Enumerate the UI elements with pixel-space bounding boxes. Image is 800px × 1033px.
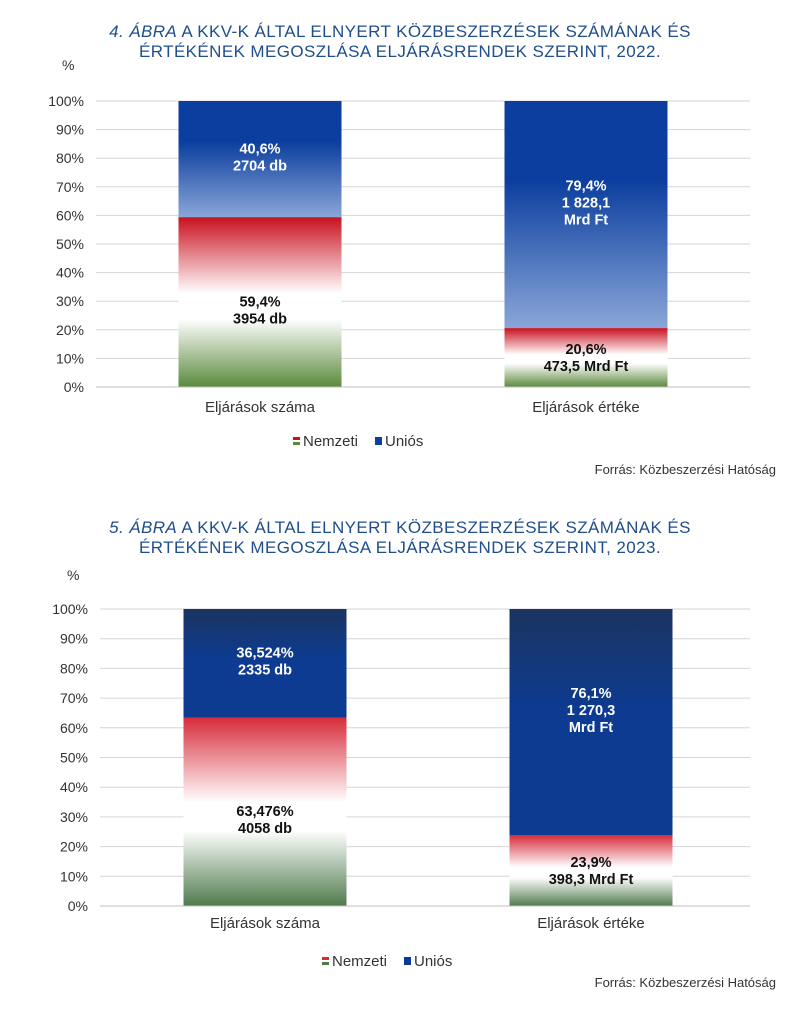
y-tick-label: 10% [60,868,88,884]
figure-number: 5. ÁBRA [109,518,178,537]
x-category-label: Eljárások száma [210,915,321,932]
bar-nemzeti-1 [183,717,347,906]
title-line-1: A KKV-K ÁLTAL ELNYERT KÖZBESZERZÉSEK SZÁ… [181,22,691,41]
stacked-bar-chart-2022: % 0% 10% 20% 30% 40% 50% 60% 70% 80% 90% 100% 59,4%3… [48,57,750,450]
y-tick-label: 30% [60,809,88,825]
legend-label: Nemzeti [303,433,358,450]
y-tick-label: 100% [48,93,84,109]
bar-uniós-2 [509,609,673,836]
chart-title: 5. ÁBRA A KKV-K ÁLTAL ELNYERT KÖZBESZERZ… [0,518,800,558]
y-tick-label: 40% [60,779,88,795]
data-label: Mrd Ft [569,720,613,736]
source-note: Forrás: Közbeszerzési Hatóság [594,462,776,477]
title-line-1: A KKV-K ÁLTAL ELNYERT KÖZBESZERZÉSEK SZÁ… [181,518,691,537]
bar-nemzeti-2 [509,835,673,906]
y-tick-label: 60% [60,720,88,736]
data-label: 2704 db [233,159,287,175]
y-tick-label: 50% [56,236,84,252]
bar-uniós-1 [183,609,347,718]
legend-label: Nemzeti [332,953,387,970]
data-label: 36,524% [236,646,293,662]
bar-uniós-2 [504,101,668,329]
data-label: 4058 db [238,821,292,837]
legend-swatch [293,437,300,440]
y-tick-label: 0% [68,898,88,914]
chart-panel-2023: 5. ÁBRA A KKV-K ÁLTAL ELNYERT KÖZBESZERZ… [0,510,800,1030]
data-label: 20,6% [565,342,606,358]
y-axis-label: % [67,567,79,583]
chart-panel-2022: 4. ÁBRA A KKV-K ÁLTAL ELNYERT KÖZBESZERZ… [0,0,800,500]
x-category-label: Eljárások értéke [532,399,640,416]
y-tick-label: 40% [56,265,84,281]
data-label: 1 828,1 [562,196,610,212]
legend-swatch [375,437,382,445]
legend-label: Uniós [385,433,423,450]
legend-swatch-mid [293,440,300,442]
legend-swatch [322,957,329,960]
data-label: Mrd Ft [564,213,608,229]
y-tick-label: 50% [60,750,88,766]
data-label: 3954 db [233,312,287,328]
legend-item-nemzeti: Nemzeti [293,433,358,450]
y-tick-label: 60% [56,207,84,223]
y-tick-label: 80% [60,660,88,676]
x-category-label: Eljárások értéke [537,915,645,932]
legend-swatch-bottom [293,442,300,445]
data-label: 1 270,3 [567,703,615,719]
stacked-bar-chart-2023: % 0% 10% 20% 30% 40% 50% 60% 70% 80% 90% 100% 63,476… [52,567,750,970]
y-axis-label: % [62,57,74,73]
legend-swatch-bottom [322,962,329,965]
y-tick-label: 80% [56,150,84,166]
legend-item-uniós: Uniós [404,953,452,970]
data-label: 473,5 Mrd Ft [544,359,629,375]
y-tick-label: 70% [60,690,88,706]
figure-number: 4. ÁBRA [109,22,178,41]
data-label: 23,9% [570,855,611,871]
title-line-2: ÉRTÉKÉNEK MEGOSZLÁSA ELJÁRÁSRENDEK SZERI… [139,42,661,61]
data-label: 59,4% [239,295,280,311]
legend-item-nemzeti: Nemzeti [322,953,387,970]
y-tick-label: 90% [60,631,88,647]
bar-nemzeti-1 [178,217,342,387]
title-line-2: ÉRTÉKÉNEK MEGOSZLÁSA ELJÁRÁSRENDEK SZERI… [139,538,661,557]
bar-nemzeti-2 [504,328,668,387]
data-label: 63,476% [236,804,293,820]
legend-swatch-mid [322,960,329,962]
data-label: 40,6% [239,142,280,158]
y-tick-label: 90% [56,122,84,138]
legend-label: Uniós [414,953,452,970]
data-label: 76,1% [570,686,611,702]
data-label: 79,4% [565,179,606,195]
y-tick-label: 10% [56,350,84,366]
chart-title: 4. ÁBRA A KKV-K ÁLTAL ELNYERT KÖZBESZERZ… [0,22,800,62]
data-label: 2335 db [238,663,292,679]
bar-uniós-1 [178,101,342,218]
legend-item-uniós: Uniós [375,433,423,450]
y-tick-label: 30% [56,293,84,309]
y-tick-label: 70% [56,179,84,195]
y-tick-label: 100% [52,601,88,617]
source-note: Forrás: Közbeszerzési Hatóság [594,975,776,990]
y-tick-label: 20% [60,839,88,855]
y-tick-label: 0% [64,379,84,395]
legend-swatch [404,957,411,965]
x-category-label: Eljárások száma [205,399,316,416]
data-label: 398,3 Mrd Ft [549,872,634,888]
y-tick-label: 20% [56,322,84,338]
